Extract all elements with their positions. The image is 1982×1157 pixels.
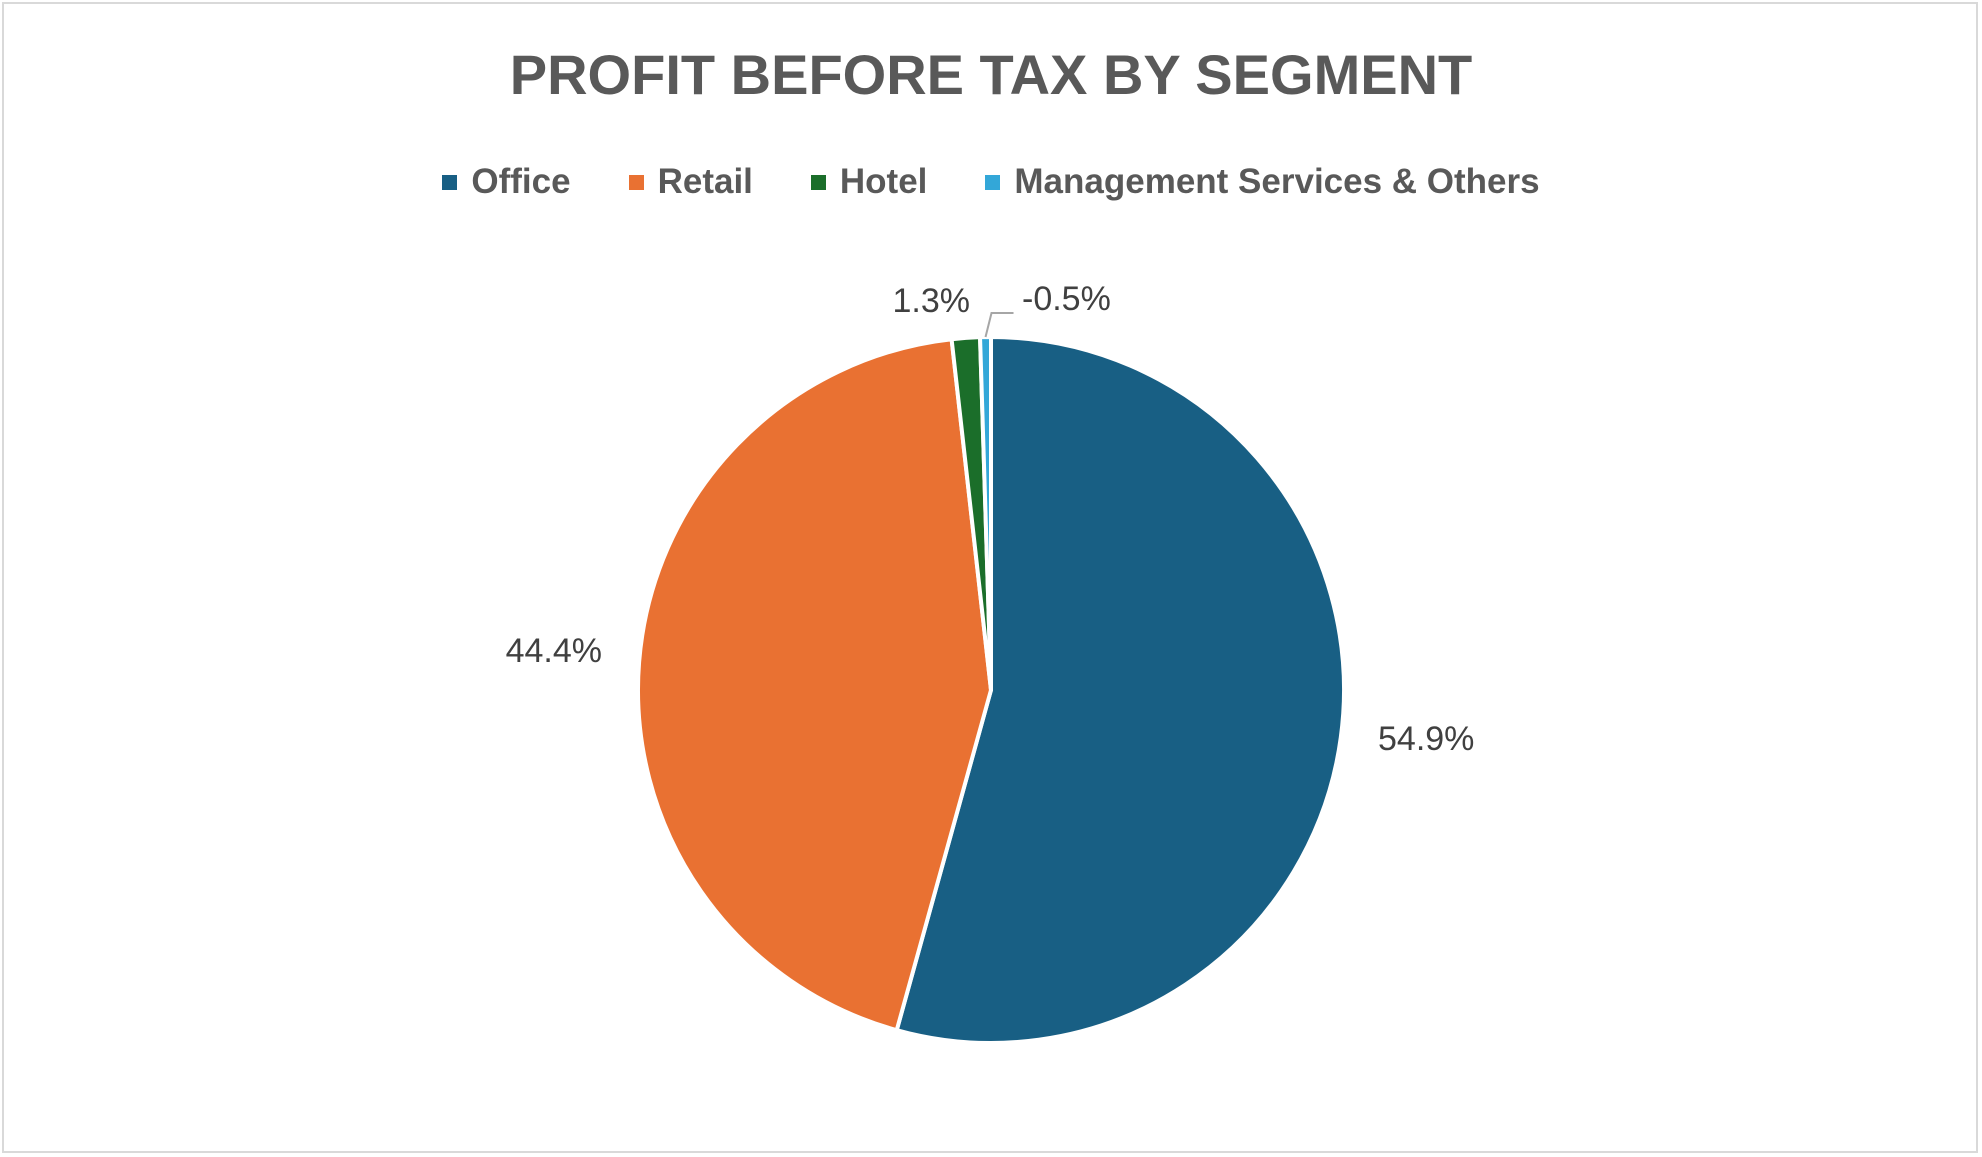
legend-item-office[interactable]: Office	[442, 162, 571, 202]
chart-title: PROFIT BEFORE TAX BY SEGMENT	[509, 43, 1473, 106]
legend-swatch-office	[442, 174, 458, 190]
legend-item-management-services[interactable]: Management Services & Others	[985, 162, 1540, 202]
data-label-management-services: -0.5%	[1022, 280, 1111, 318]
legend-swatch-retail	[628, 174, 644, 190]
legend: Office Retail Hotel Management Services …	[0, 162, 1982, 202]
data-label-hotel: 1.3%	[893, 282, 971, 320]
legend-swatch-hotel	[810, 174, 826, 190]
legend-label-management-services: Management Services & Others	[1014, 162, 1540, 201]
pie-slice-office[interactable]	[894, 335, 1346, 1045]
legend-item-retail[interactable]: Retail	[628, 162, 753, 202]
legend-item-hotel[interactable]: Hotel	[810, 162, 928, 202]
data-label-office: 54.9%	[1378, 720, 1474, 758]
leader-line-management-services	[984, 312, 1014, 338]
data-label-retail: 44.4%	[506, 632, 602, 670]
pie-slice-retail[interactable]	[636, 337, 993, 1033]
legend-swatch-management-services	[985, 174, 1001, 190]
legend-label-retail: Retail	[657, 162, 753, 201]
legend-label-hotel: Hotel	[839, 162, 928, 201]
legend-label-office: Office	[471, 162, 571, 201]
